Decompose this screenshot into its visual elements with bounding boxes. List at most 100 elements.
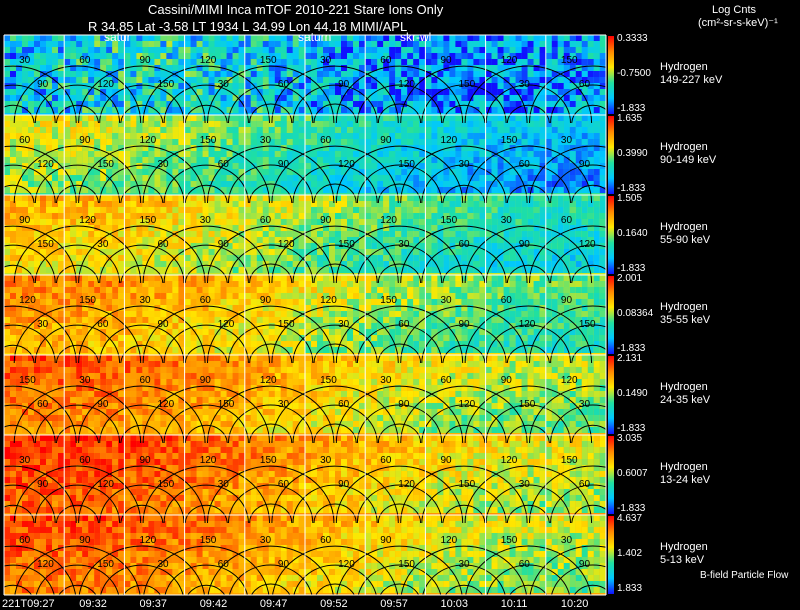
time-tick-label: 10:03 [441,598,469,610]
band-energy: 5-13 keV [660,554,708,567]
colorbar-mid-label: 1.402 [617,548,642,559]
panel-1-4 [245,115,305,195]
contour-label: 30 [459,159,471,170]
panel-1-0 [4,115,64,195]
contour-label: 30 [320,55,332,66]
colorbar-2 [608,196,614,274]
colorbar-min-label: 1.833 [617,583,642,594]
colorbar-units-label: Log Cnts [712,4,756,16]
contour-label: 120 [260,375,277,386]
band-species: Hydrogen [660,301,710,314]
position-readout: R 34.85 Lat -3.58 LT 1934 L 34.99 Lon 44… [88,19,407,34]
contour-label: 90 [338,479,350,490]
colorbar-mid-label: -0.7500 [617,68,651,79]
contour-label: 90 [441,455,453,466]
panel-4-1 [64,355,124,435]
contour-label: 150 [441,215,458,226]
contour-label: 60 [79,455,91,466]
contour-label: 90 [579,559,591,570]
colorbar-max-label: 2.131 [617,353,642,364]
contour-label: 120 [561,375,578,386]
panel-3-4 [245,275,305,355]
contour-label: 150 [380,295,397,306]
contour-label: 150 [561,455,578,466]
contour-label: 30 [320,455,332,466]
contour-label: 120 [380,215,397,226]
contour-label: 120 [519,319,536,330]
contour-label: 90 [278,559,290,570]
contour-label: 60 [519,159,531,170]
contour-label: 90 [320,215,332,226]
contour-label: 30 [519,79,531,90]
contour-label: 120 [398,479,415,490]
contour-label: 90 [459,319,471,330]
contour-label: 90 [579,159,591,170]
contour-label: 150 [519,399,536,410]
contour-label: 30 [79,375,91,386]
contour-label: 120 [79,215,96,226]
colorbar-max-label: 1.635 [617,113,642,124]
contour-label: 90 [338,79,350,90]
time-tick-label: 09:32 [79,598,107,610]
panel-5-0 [4,435,64,515]
colorbar-mid-label: 0.3990 [617,148,648,159]
contour-label: 150 [37,239,54,250]
target-overlay-label: skr-wl [400,30,431,44]
panel-3-9 [546,275,606,355]
contour-label: 90 [380,535,392,546]
contour-label: 120 [579,239,596,250]
panel-3-6 [365,275,425,355]
panel-4-5 [305,355,365,435]
contour-label: 120 [501,55,518,66]
panel-4-4 [245,355,305,435]
contour-label: 150 [561,55,578,66]
panel-5-4 [245,435,305,515]
contour-label: 120 [441,135,458,146]
panel-4-9 [546,355,606,435]
colorbar-1 [608,116,614,194]
contour-label: 120 [140,135,157,146]
contour-label: 60 [37,399,49,410]
contour-label: 120 [200,455,217,466]
contour-label: 30 [19,55,31,66]
band-energy: 13-24 keV [660,474,710,487]
contour-label: 90 [398,399,410,410]
contour-label: 120 [441,535,458,546]
band-species: Hydrogen [660,61,722,74]
band-energy: 35-55 keV [660,314,710,327]
panel-5-9 [546,435,606,515]
contour-label: 30 [200,215,212,226]
contour-label: 60 [561,215,573,226]
panel-3-5 [305,275,365,355]
panel-4-6 [365,355,425,435]
panel-6-0 [4,515,64,595]
contour-label: 120 [501,455,518,466]
contour-label: 60 [79,55,91,66]
contour-label: 60 [140,375,152,386]
panel-1-5 [305,115,365,195]
band-species: Hydrogen [660,461,710,474]
contour-label: 60 [260,215,272,226]
contour-label: 150 [398,159,415,170]
colorbar-0 [608,36,614,114]
contour-label: 150 [260,455,277,466]
band-species: Hydrogen [660,141,716,154]
contour-label: 150 [459,79,476,90]
panel-6-4 [245,515,305,595]
contour-label: 150 [79,295,96,306]
colorbar-max-label: 0.3333 [617,33,648,44]
contour-label: 150 [398,559,415,570]
contour-label: 30 [579,399,591,410]
colorbar-max-label: 4.637 [617,513,642,524]
panel-0-9 [546,35,606,115]
contour-label: 30 [561,135,573,146]
contour-label: 120 [398,79,415,90]
time-tick-label: 10:11 [501,598,528,610]
contour-label: 150 [320,375,337,386]
panel-5-1 [64,435,124,515]
